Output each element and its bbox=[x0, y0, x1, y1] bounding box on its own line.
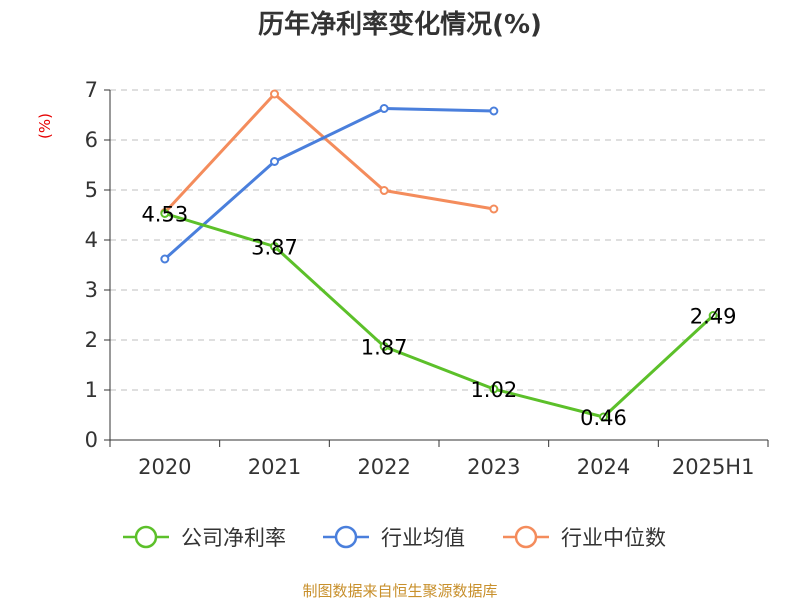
y-tick-label: 1 bbox=[85, 378, 98, 402]
legend-item: 公司净利率 bbox=[123, 525, 286, 550]
y-tick-label: 4 bbox=[85, 228, 98, 252]
y-tick-label: 3 bbox=[85, 278, 98, 302]
data-label: 0.46 bbox=[580, 406, 627, 430]
data-point bbox=[489, 106, 499, 116]
x-tick-label: 2024 bbox=[577, 455, 630, 479]
x-tick-label: 2025H1 bbox=[672, 455, 755, 479]
data-point bbox=[160, 254, 170, 264]
y-tick-label: 6 bbox=[85, 128, 98, 152]
data-point bbox=[270, 89, 279, 99]
legend-label: 行业均值 bbox=[381, 526, 465, 550]
x-tick-label: 2021 bbox=[248, 455, 301, 479]
axes: 0 1 2 3 4 5 6 7 2020 2021 2022 2023 2024 2025H1 bbox=[85, 78, 769, 479]
chart-title: 历年净利率变化情况(%) bbox=[258, 9, 542, 40]
y-tick-label: 5 bbox=[85, 178, 98, 202]
data-point bbox=[379, 186, 389, 195]
legend-label: 公司净利率 bbox=[181, 526, 286, 550]
series-line bbox=[164, 212, 715, 419]
y-tick-label: 7 bbox=[85, 78, 98, 102]
data-point bbox=[489, 384, 499, 394]
data-point bbox=[708, 311, 718, 320]
y-axis-unit: (%) bbox=[36, 113, 54, 139]
x-tick-label: 2020 bbox=[138, 455, 191, 479]
legend-label: 行业中位数 bbox=[561, 526, 666, 550]
grid-lines bbox=[110, 89, 768, 391]
legend: 公司净利率 行业均值 行业中位数 bbox=[123, 525, 666, 550]
data-point bbox=[160, 209, 170, 218]
series-lines bbox=[160, 89, 718, 422]
data-point bbox=[379, 342, 389, 351]
data-label: 1.87 bbox=[361, 336, 408, 360]
data-labels: 4.53 3.87 1.87 1.02 0.46 2.49 bbox=[141, 203, 736, 431]
data-point bbox=[599, 412, 608, 422]
data-point bbox=[270, 242, 279, 251]
data-point bbox=[379, 104, 389, 113]
legend-swatch-marker bbox=[334, 525, 358, 549]
data-label: 2.49 bbox=[690, 305, 737, 329]
series-line bbox=[163, 107, 494, 261]
legend-swatch-marker bbox=[134, 525, 158, 549]
data-label: 3.87 bbox=[251, 236, 298, 260]
legend-swatch-marker bbox=[514, 525, 538, 549]
legend-item: 行业均值 bbox=[323, 525, 465, 550]
y-tick-label: 2 bbox=[85, 328, 98, 352]
legend-item: 行业中位数 bbox=[503, 525, 666, 550]
y-tick-label: 0 bbox=[85, 428, 98, 452]
data-point bbox=[489, 204, 499, 214]
source-note: 制图数据来自恒生聚源数据库 bbox=[302, 582, 497, 600]
x-tick-label: 2023 bbox=[467, 455, 520, 479]
x-tick-label: 2022 bbox=[357, 455, 410, 479]
data-label: 1.02 bbox=[470, 378, 517, 402]
series-line bbox=[163, 92, 495, 214]
data-point bbox=[270, 157, 279, 166]
data-label: 4.53 bbox=[141, 203, 188, 227]
